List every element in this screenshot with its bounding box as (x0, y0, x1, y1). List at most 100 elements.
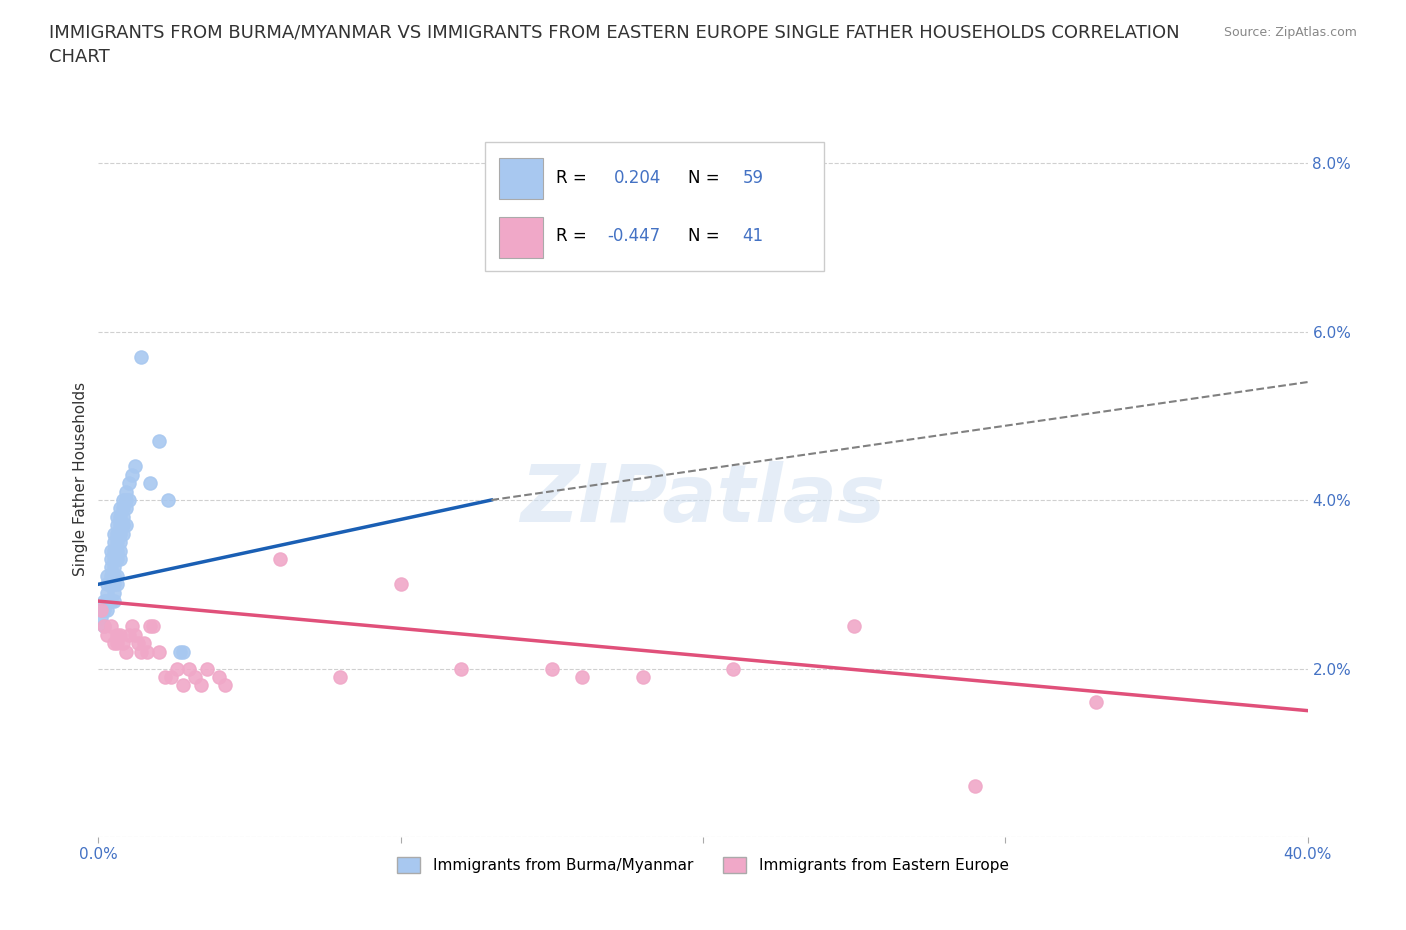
Point (103, 535, 125, 550)
Point (105, 518, 128, 533)
Point (121, 467, 143, 482)
Point (108, 501, 131, 516)
Point (214, 678, 236, 693)
Point (105, 636, 128, 651)
Point (111, 636, 134, 651)
Point (96, 602, 118, 617)
Point (127, 636, 149, 651)
Point (103, 577, 125, 591)
Point (111, 526, 134, 541)
Point (105, 535, 128, 550)
Point (114, 485, 136, 499)
Point (172, 644, 194, 659)
Point (111, 493, 134, 508)
Legend: Immigrants from Burma/Myanmar, Immigrants from Eastern Europe: Immigrants from Burma/Myanmar, Immigrant… (391, 851, 1015, 880)
Point (103, 585, 125, 600)
Point (153, 670, 176, 684)
Point (1085, 695, 1108, 710)
Point (103, 551, 125, 566)
Point (118, 628, 141, 643)
Point (118, 493, 141, 508)
Point (100, 568, 122, 583)
Point (103, 568, 125, 583)
Point (93, 602, 115, 617)
Point (139, 619, 162, 634)
Point (100, 593, 122, 608)
Point (269, 551, 291, 566)
Point (540, 661, 562, 676)
Point (103, 526, 125, 541)
Point (100, 619, 122, 634)
Point (132, 636, 155, 651)
Point (160, 670, 183, 684)
Point (103, 560, 125, 575)
Point (111, 501, 134, 516)
Point (114, 518, 136, 533)
Point (114, 501, 136, 516)
Point (118, 476, 141, 491)
Point (148, 644, 170, 659)
Point (96, 585, 118, 600)
Point (111, 510, 134, 525)
Point (329, 670, 352, 684)
Point (108, 510, 131, 525)
Point (111, 518, 134, 533)
Point (90, 602, 112, 617)
Point (389, 577, 412, 591)
Text: ZIPatlas: ZIPatlas (520, 461, 886, 539)
Y-axis label: Single Father Households: Single Father Households (73, 382, 89, 576)
Point (103, 636, 125, 651)
Point (148, 433, 170, 448)
Point (108, 543, 131, 558)
Point (105, 510, 128, 525)
Point (100, 560, 122, 575)
Point (108, 518, 131, 533)
Point (172, 678, 194, 693)
Point (93, 619, 115, 634)
Point (571, 670, 593, 684)
Point (844, 619, 866, 634)
Point (166, 661, 188, 676)
Point (96, 577, 118, 591)
Point (93, 619, 115, 634)
Point (195, 661, 218, 676)
Point (139, 476, 162, 491)
Text: IMMIGRANTS FROM BURMA/MYANMAR VS IMMIGRANTS FROM EASTERN EUROPE SINGLE FATHER HO: IMMIGRANTS FROM BURMA/MYANMAR VS IMMIGRA… (49, 23, 1180, 66)
Point (631, 670, 654, 684)
Point (100, 543, 122, 558)
Point (124, 458, 146, 473)
Point (108, 628, 131, 643)
Point (114, 644, 136, 659)
Point (108, 551, 131, 566)
Point (208, 670, 231, 684)
Point (129, 350, 152, 365)
Point (965, 779, 987, 794)
Point (96, 593, 118, 608)
Point (184, 670, 207, 684)
Point (121, 619, 143, 634)
Point (169, 644, 191, 659)
Point (105, 628, 128, 643)
Point (179, 661, 201, 676)
Point (105, 551, 128, 566)
Point (105, 526, 128, 541)
Point (96, 568, 118, 583)
Point (96, 628, 118, 643)
Point (124, 628, 146, 643)
Point (156, 493, 179, 508)
Point (105, 568, 128, 583)
Point (135, 644, 157, 659)
Point (90, 602, 112, 617)
Point (190, 678, 212, 693)
Point (105, 577, 128, 591)
Point (723, 661, 745, 676)
Point (129, 644, 152, 659)
Point (100, 551, 122, 566)
Point (103, 593, 125, 608)
Point (450, 661, 472, 676)
Point (108, 535, 131, 550)
Point (114, 493, 136, 508)
Point (142, 619, 165, 634)
Text: Source: ZipAtlas.com: Source: ZipAtlas.com (1223, 26, 1357, 39)
Point (90, 610, 112, 625)
